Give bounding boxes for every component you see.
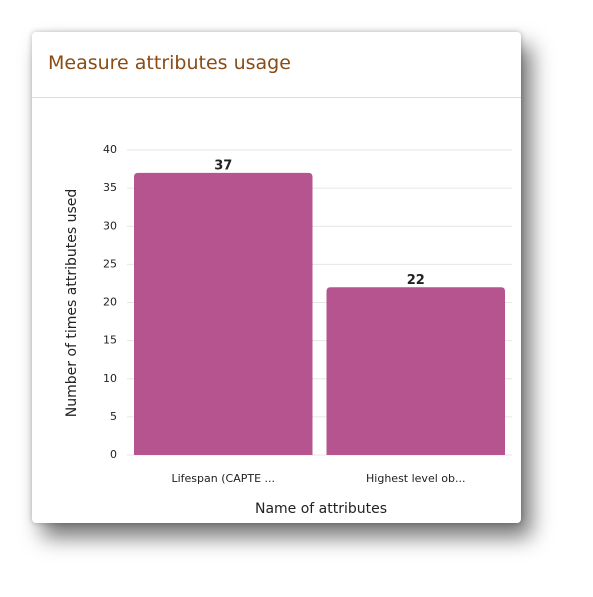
y-tick-label: 15: [103, 334, 117, 347]
value-label: 37: [214, 158, 232, 173]
y-tick-label: 0: [110, 448, 117, 461]
y-tick-label: 30: [103, 219, 117, 232]
bar: [134, 172, 313, 455]
value-label: 22: [407, 273, 425, 288]
y-tick-label: 40: [103, 143, 117, 156]
y-tick-label: 10: [103, 372, 117, 385]
x-tick-label: Lifespan (CAPTE ...: [171, 472, 275, 485]
divider: [32, 97, 521, 98]
card-title: Measure attributes usage: [48, 52, 291, 74]
x-axis-label: Name of attributes: [255, 501, 387, 517]
x-tick-label: Highest level ob...: [366, 472, 465, 485]
bar: [326, 287, 505, 455]
y-tick-label: 35: [103, 181, 117, 194]
y-tick-label: 5: [110, 410, 117, 423]
y-axis-label: Number of times attributes used: [64, 189, 80, 417]
y-tick-label: 20: [103, 296, 117, 309]
y-tick-label: 25: [103, 257, 117, 270]
